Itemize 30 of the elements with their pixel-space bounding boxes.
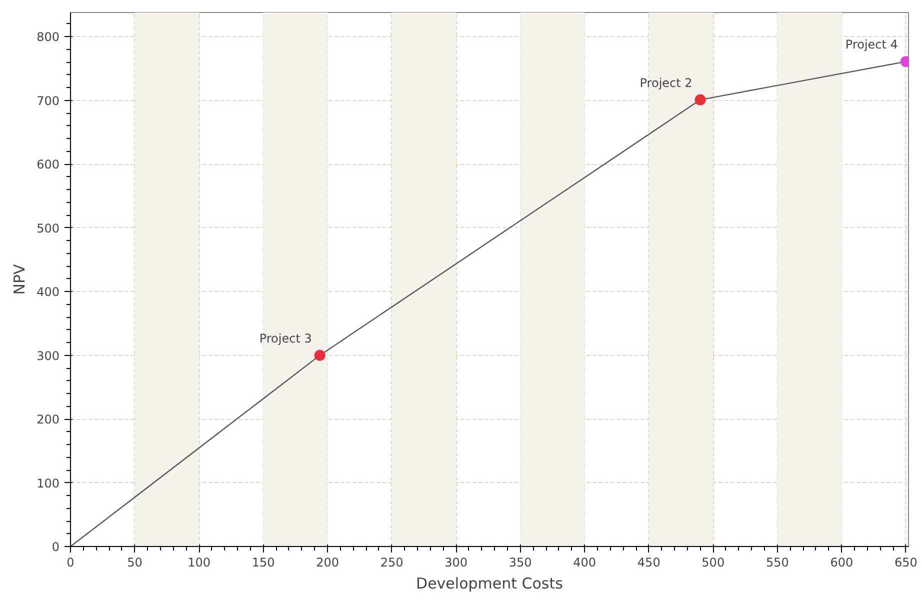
x-tick-label: 550 bbox=[766, 556, 789, 570]
y-tick-label: 600 bbox=[36, 158, 60, 172]
x-tick-label: 0 bbox=[66, 556, 74, 570]
x-tick-label: 150 bbox=[252, 556, 275, 570]
y-tick-label: 800 bbox=[36, 30, 60, 44]
point bbox=[694, 94, 706, 106]
x-tick-label: 200 bbox=[316, 556, 340, 570]
annotation: Project 3 bbox=[259, 331, 312, 346]
annotation: Project 4 bbox=[845, 38, 898, 52]
x-tick-label: 500 bbox=[702, 556, 725, 570]
x-tick-label: 450 bbox=[637, 556, 660, 570]
x-axis-title: Development Costs bbox=[416, 574, 564, 592]
y-tick-label: 0 bbox=[52, 540, 60, 554]
annotation: Project 2 bbox=[640, 76, 692, 90]
x-tick-label: 650 bbox=[894, 556, 918, 570]
x-tick-label: 100 bbox=[188, 556, 210, 570]
x-tick-label: 350 bbox=[508, 556, 532, 570]
y-axis-title: NPV bbox=[10, 264, 29, 295]
y-tick-label: 700 bbox=[36, 94, 60, 108]
x-tick-label: 400 bbox=[573, 556, 596, 570]
x-tick-label: 300 bbox=[444, 556, 468, 570]
x-tick-label: 600 bbox=[830, 556, 854, 570]
x-tick-label: 50 bbox=[127, 556, 142, 570]
point bbox=[314, 350, 326, 361]
x-tick-label: 250 bbox=[380, 556, 404, 570]
y-tick-label: 400 bbox=[36, 285, 60, 300]
y-tick-label: 200 bbox=[36, 412, 60, 427]
y-tick-label: 300 bbox=[36, 348, 60, 363]
y-tick-label: 500 bbox=[36, 221, 60, 236]
y-tick-label: 100 bbox=[36, 476, 60, 490]
